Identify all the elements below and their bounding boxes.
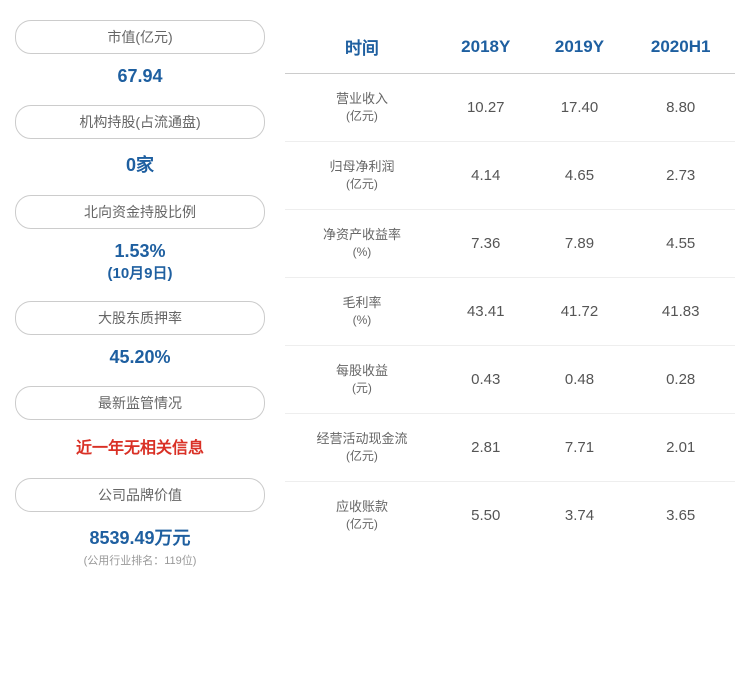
value-cell: 43.41	[439, 277, 533, 345]
value-cell: 4.14	[439, 141, 533, 209]
value-cell: 8.80	[626, 74, 735, 142]
financial-table: 时间 2018Y 2019Y 2020H1 营业收入 (亿元) 10.27 17…	[285, 20, 735, 549]
value-cell: 41.83	[626, 277, 735, 345]
header-time: 时间	[285, 20, 439, 74]
value-cell: 3.65	[626, 481, 735, 548]
metric-unit: (%)	[293, 244, 431, 261]
value-cell: 2.73	[626, 141, 735, 209]
metric-unit: (亿元)	[293, 176, 431, 193]
metric-unit: (元)	[293, 380, 431, 397]
metric-name: 应收账款	[293, 498, 431, 516]
info-value-northbound: 1.53% (10月9日)	[15, 237, 265, 293]
table-row: 每股收益 (元) 0.43 0.48 0.28	[285, 345, 735, 413]
table-row: 营业收入 (亿元) 10.27 17.40 8.80	[285, 74, 735, 142]
info-label-brand: 公司品牌价值	[15, 478, 265, 512]
info-value-pledge: 45.20%	[15, 343, 265, 378]
table-row: 归母净利润 (亿元) 4.14 4.65 2.73	[285, 141, 735, 209]
metric-unit: (亿元)	[293, 448, 431, 465]
value-cell: 41.72	[533, 277, 627, 345]
metric-unit: (亿元)	[293, 108, 431, 125]
metric-unit: (%)	[293, 312, 431, 329]
metric-name: 经营活动现金流	[293, 430, 431, 448]
info-label-market-cap: 市值(亿元)	[15, 20, 265, 54]
table-header-row: 时间 2018Y 2019Y 2020H1	[285, 20, 735, 74]
metric-cell: 应收账款 (亿元)	[285, 481, 439, 548]
metric-cell: 净资产收益率 (%)	[285, 209, 439, 277]
metric-cell: 经营活动现金流 (亿元)	[285, 413, 439, 481]
value-cell: 7.36	[439, 209, 533, 277]
table-row: 经营活动现金流 (亿元) 2.81 7.71 2.01	[285, 413, 735, 481]
info-label-northbound: 北向资金持股比例	[15, 195, 265, 229]
header-2020h1: 2020H1	[626, 20, 735, 74]
info-value-brand: 8539.49万元 (公用行业排名：119位)	[15, 520, 265, 578]
value-cell: 2.81	[439, 413, 533, 481]
value-cell: 4.65	[533, 141, 627, 209]
header-2018: 2018Y	[439, 20, 533, 74]
northbound-date: (10月9日)	[15, 262, 265, 283]
value-cell: 2.01	[626, 413, 735, 481]
info-value-market-cap: 67.94	[15, 62, 265, 97]
info-value-institutional: 0家	[15, 147, 265, 187]
value-cell: 3.74	[533, 481, 627, 548]
table-body: 营业收入 (亿元) 10.27 17.40 8.80 归母净利润 (亿元) 4.…	[285, 74, 735, 549]
metric-name: 归母净利润	[293, 158, 431, 176]
table-row: 净资产收益率 (%) 7.36 7.89 4.55	[285, 209, 735, 277]
value-cell: 0.43	[439, 345, 533, 413]
value-cell: 17.40	[533, 74, 627, 142]
info-value-regulatory: 近一年无相关信息	[15, 428, 265, 470]
metric-name: 毛利率	[293, 294, 431, 312]
left-info-panel: 市值(亿元) 67.94 机构持股(占流通盘) 0家 北向资金持股比例 1.53…	[15, 20, 265, 658]
right-table-panel: 时间 2018Y 2019Y 2020H1 营业收入 (亿元) 10.27 17…	[265, 20, 735, 658]
metric-cell: 归母净利润 (亿元)	[285, 141, 439, 209]
metric-name: 每股收益	[293, 362, 431, 380]
northbound-percent: 1.53%	[114, 241, 165, 261]
value-cell: 7.89	[533, 209, 627, 277]
value-cell: 7.71	[533, 413, 627, 481]
value-cell: 0.48	[533, 345, 627, 413]
metric-unit: (亿元)	[293, 516, 431, 533]
value-cell: 0.28	[626, 345, 735, 413]
value-cell: 10.27	[439, 74, 533, 142]
metric-name: 营业收入	[293, 90, 431, 108]
header-2019: 2019Y	[533, 20, 627, 74]
value-cell: 5.50	[439, 481, 533, 548]
metric-cell: 营业收入 (亿元)	[285, 74, 439, 142]
info-label-regulatory: 最新监管情况	[15, 386, 265, 420]
info-label-pledge: 大股东质押率	[15, 301, 265, 335]
brand-value-rank: (公用行业排名：119位)	[15, 552, 265, 568]
info-label-institutional: 机构持股(占流通盘)	[15, 105, 265, 139]
brand-value-amount: 8539.49万元	[89, 528, 190, 548]
table-row: 应收账款 (亿元) 5.50 3.74 3.65	[285, 481, 735, 548]
metric-name: 净资产收益率	[293, 226, 431, 244]
value-cell: 4.55	[626, 209, 735, 277]
metric-cell: 每股收益 (元)	[285, 345, 439, 413]
metric-cell: 毛利率 (%)	[285, 277, 439, 345]
table-row: 毛利率 (%) 43.41 41.72 41.83	[285, 277, 735, 345]
